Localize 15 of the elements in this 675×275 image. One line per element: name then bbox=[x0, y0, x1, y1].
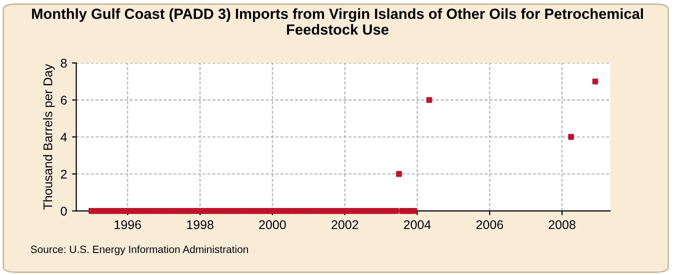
y-tick-label: 8 bbox=[60, 58, 67, 68]
x-tick-label: 2008 bbox=[548, 220, 576, 230]
x-tick-label: 1998 bbox=[187, 220, 214, 230]
y-tick-label: 2 bbox=[60, 170, 67, 178]
source-note: Source: U.S. Energy Information Administration bbox=[30, 245, 248, 256]
y-tick-label: 6 bbox=[60, 96, 67, 105]
chart-title: Monthly Gulf Coast (PADD 3) Imports from Virgin Islands of Other Oils for Petrochemical Feedstock Use bbox=[32, 8, 643, 35]
y-axis-title: Thousand Barrels per Day bbox=[43, 64, 55, 210]
x-tick-label: 2006 bbox=[476, 220, 504, 230]
y-tick-label: 0 bbox=[60, 206, 67, 216]
x-tick-label: 2000 bbox=[259, 220, 286, 230]
x-tick-label: 1996 bbox=[114, 220, 141, 230]
x-tick-label: 2004 bbox=[404, 220, 431, 230]
y-tick-label: 4 bbox=[60, 132, 67, 142]
x-tick-label: 2002 bbox=[332, 220, 358, 230]
